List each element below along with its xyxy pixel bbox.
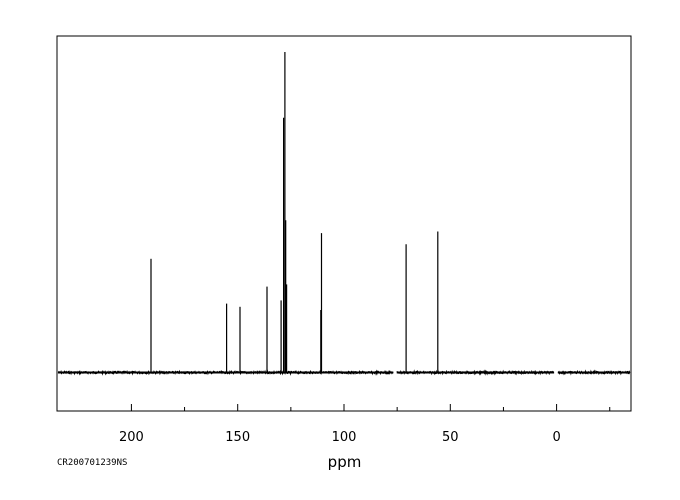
x-tick-label: 150 [225,430,250,445]
plot-frame [56,35,632,412]
x-tick-label: 0 [552,430,560,445]
x-tick-label: 200 [119,430,144,445]
x-axis-ticks [130,404,611,411]
x-tick-label: 50 [442,430,459,445]
baseline-layer [57,369,631,376]
sample-id-label: CR200701239NS [57,458,127,468]
x-axis-title: ppm [328,453,362,471]
peaks-layer [150,52,439,373]
x-axis-tick-labels: 200 150 100 50 0 [119,430,561,445]
x-tick-label: 100 [332,430,357,445]
